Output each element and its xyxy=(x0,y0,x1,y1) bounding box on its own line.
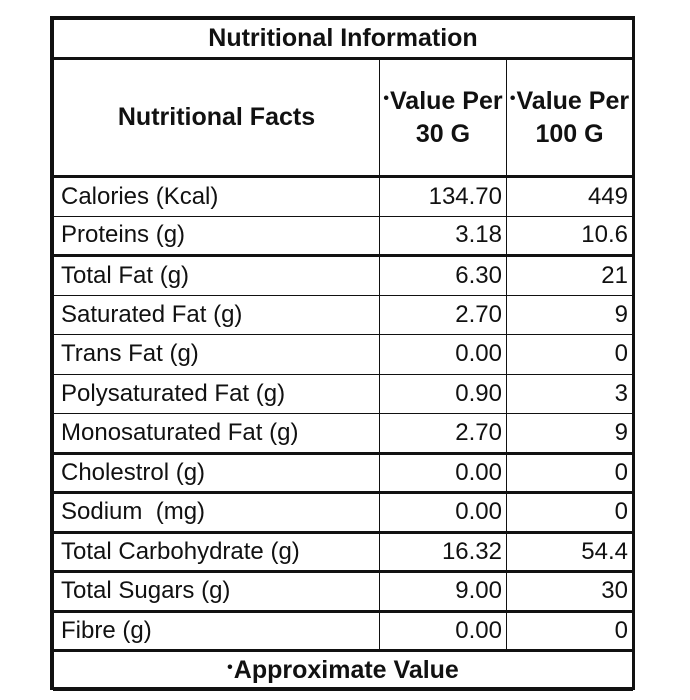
bullet-marker: • xyxy=(227,659,233,677)
row-value-per-30g: 16.32 xyxy=(379,530,507,572)
row-label: Proteins (g) xyxy=(53,215,380,256)
table-title-row: Nutritional Information xyxy=(53,19,633,60)
nutrition-table: Nutritional Information Nutritional Fact… xyxy=(53,19,633,691)
header-nutritional-facts: Nutritional Facts xyxy=(53,58,380,178)
header-per-30g-text: Value Per 30 G xyxy=(390,87,503,148)
row-value-per-100g: 30 xyxy=(506,570,633,612)
table-header-row: Nutritional Facts •Value Per 30 G •Value… xyxy=(53,58,633,178)
row-value-per-100g: 3 xyxy=(506,373,633,414)
table-row: Total Fat (g) 6.30 21 xyxy=(53,254,633,296)
row-label: Total Fat (g) xyxy=(53,254,380,296)
table-footer-row: •Approximate Value xyxy=(53,649,633,691)
row-value-per-100g: 54.4 xyxy=(506,530,633,572)
row-label: Sodium (mg) xyxy=(53,491,380,533)
row-label: Saturated Fat (g) xyxy=(53,294,380,335)
row-label: Total Carbohydrate (g) xyxy=(53,530,380,572)
row-value-per-100g: 0 xyxy=(506,451,633,493)
row-label: Monosaturated Fat (g) xyxy=(53,413,380,454)
nutrition-table-frame: Nutritional Information Nutritional Fact… xyxy=(50,16,635,691)
row-label: Calories (Kcal) xyxy=(53,176,380,217)
row-label: Cholestrol (g) xyxy=(53,451,380,493)
table-row: Total Carbohydrate (g) 16.32 54.4 xyxy=(53,530,633,572)
table-row: Sodium (mg) 0.00 0 xyxy=(53,491,633,533)
row-value-per-100g: 9 xyxy=(506,294,633,335)
table-row: Saturated Fat (g) 2.70 9 xyxy=(53,294,633,335)
row-label: Trans Fat (g) xyxy=(53,334,380,375)
row-value-per-30g: 0.90 xyxy=(379,373,507,414)
row-value-per-30g: 0.00 xyxy=(379,609,507,651)
table-row: Trans Fat (g) 0.00 0 xyxy=(53,334,633,375)
row-value-per-100g: 10.6 xyxy=(506,215,633,256)
table-row: Monosaturated Fat (g) 2.70 9 xyxy=(53,413,633,454)
row-value-per-30g: 0.00 xyxy=(379,334,507,375)
bullet-marker: • xyxy=(383,90,390,107)
table-row: Cholestrol (g) 0.00 0 xyxy=(53,451,633,493)
table-row: Polysaturated Fat (g) 0.90 3 xyxy=(53,373,633,414)
table-title: Nutritional Information xyxy=(53,19,633,60)
row-value-per-100g: 0 xyxy=(506,491,633,533)
row-value-per-100g: 0 xyxy=(506,609,633,651)
row-value-per-30g: 2.70 xyxy=(379,294,507,335)
table-row: Total Sugars (g) 9.00 30 xyxy=(53,570,633,612)
row-label: Fibre (g) xyxy=(53,609,380,651)
table-row: Fibre (g) 0.00 0 xyxy=(53,609,633,651)
row-value-per-30g: 2.70 xyxy=(379,413,507,454)
row-value-per-30g: 3.18 xyxy=(379,215,507,256)
row-value-per-100g: 9 xyxy=(506,413,633,454)
row-value-per-100g: 21 xyxy=(506,254,633,296)
row-value-per-30g: 9.00 xyxy=(379,570,507,612)
row-label: Total Sugars (g) xyxy=(53,570,380,612)
row-value-per-30g: 134.70 xyxy=(379,176,507,217)
row-label: Polysaturated Fat (g) xyxy=(53,373,380,414)
footer-text: Approximate Value xyxy=(233,656,459,685)
header-per-100g-text: Value Per 100 G xyxy=(516,87,630,148)
row-value-per-30g: 0.00 xyxy=(379,451,507,493)
header-value-per-100g: •Value Per 100 G xyxy=(506,58,633,178)
table-footer: •Approximate Value xyxy=(53,649,633,691)
row-value-per-100g: 449 xyxy=(506,176,633,217)
bullet-marker: • xyxy=(509,90,516,107)
table-row: Proteins (g) 3.18 10.6 xyxy=(53,215,633,256)
table-row: Calories (Kcal) 134.70 449 xyxy=(53,176,633,217)
row-value-per-100g: 0 xyxy=(506,334,633,375)
header-value-per-30g: •Value Per 30 G xyxy=(379,58,507,178)
row-value-per-30g: 0.00 xyxy=(379,491,507,533)
row-value-per-30g: 6.30 xyxy=(379,254,507,296)
